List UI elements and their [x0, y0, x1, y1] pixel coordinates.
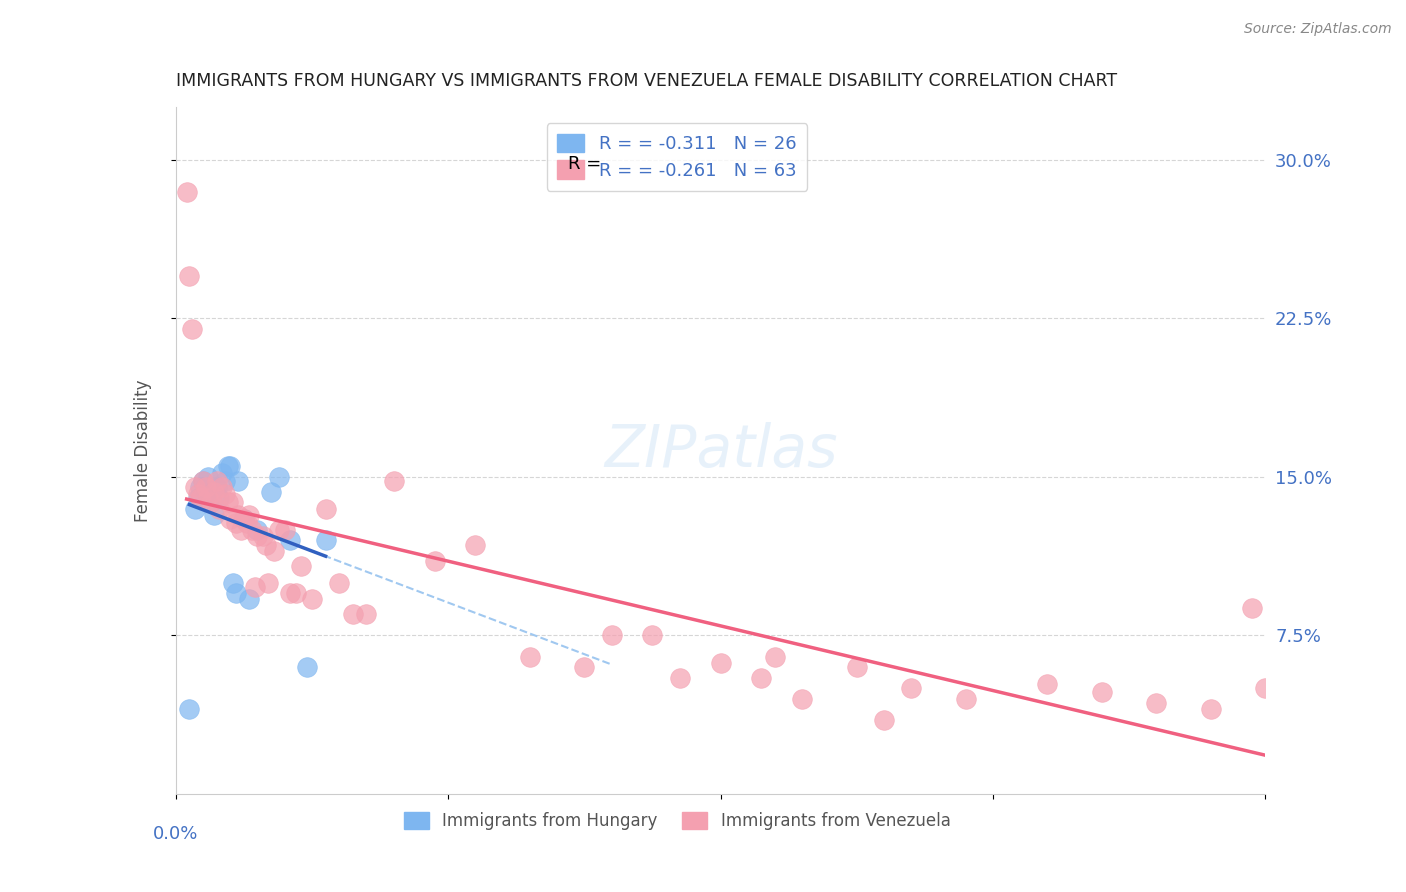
Point: [1091, 685, 1114, 699]
Point: [186, 491, 209, 505]
Point: [641, 628, 664, 642]
Point: [356, 607, 378, 622]
Point: [274, 523, 297, 537]
Point: [214, 487, 236, 501]
Point: [238, 508, 260, 522]
Point: [710, 656, 733, 670]
Point: [246, 523, 269, 537]
Legend: R = = -0.311   N = 26, R = = -0.261   N = 63: R = = -0.311 N = 26, R = = -0.261 N = 63: [547, 123, 807, 191]
Point: [600, 628, 623, 642]
Point: [342, 607, 364, 622]
Point: [464, 537, 486, 551]
Point: [1144, 696, 1167, 710]
Point: [252, 529, 274, 543]
Point: [382, 474, 405, 488]
Point: [263, 544, 285, 558]
Point: [205, 480, 228, 494]
Point: [243, 580, 266, 594]
Point: [191, 474, 214, 488]
Point: [232, 512, 254, 526]
Text: IMMIGRANTS FROM HUNGARY VS IMMIGRANTS FROM VENEZUELA FEMALE DISABILITY CORRELATI: IMMIGRANTS FROM HUNGARY VS IMMIGRANTS FR…: [176, 72, 1116, 90]
Text: R =: R =: [568, 155, 607, 173]
Point: [200, 495, 222, 509]
Point: [246, 529, 269, 543]
Point: [284, 586, 307, 600]
Point: [181, 322, 204, 336]
Point: [955, 691, 977, 706]
Point: [232, 512, 254, 526]
Point: [217, 495, 239, 509]
Y-axis label: Female Disability: Female Disability: [134, 379, 152, 522]
Point: [191, 474, 214, 488]
Point: [219, 459, 242, 474]
Point: [235, 516, 257, 531]
Point: [845, 660, 868, 674]
Point: [200, 495, 222, 509]
Point: [217, 459, 239, 474]
Point: [184, 480, 207, 494]
Point: [873, 713, 896, 727]
Point: [222, 495, 245, 509]
Point: [240, 523, 263, 537]
Point: [225, 516, 247, 531]
Point: [254, 537, 277, 551]
Point: [202, 508, 225, 522]
Point: [188, 480, 211, 494]
Point: [197, 470, 219, 484]
Text: ZIPatlas: ZIPatlas: [603, 422, 838, 479]
Point: [668, 671, 690, 685]
Point: [301, 592, 323, 607]
Point: [238, 592, 260, 607]
Point: [1254, 681, 1277, 696]
Point: [315, 501, 337, 516]
Point: [574, 660, 596, 674]
Point: [1240, 601, 1263, 615]
Point: [260, 484, 283, 499]
Point: [188, 491, 211, 505]
Point: [225, 586, 247, 600]
Point: [231, 523, 253, 537]
Point: [315, 533, 337, 548]
Point: [792, 691, 814, 706]
Point: [278, 586, 301, 600]
Point: [186, 487, 209, 501]
Point: [208, 491, 231, 505]
Point: [295, 660, 318, 674]
Point: [211, 466, 233, 480]
Point: [763, 649, 786, 664]
Point: [1199, 702, 1222, 716]
Point: [1036, 677, 1059, 691]
Point: [278, 533, 301, 548]
Text: 0.0%: 0.0%: [153, 825, 198, 843]
Point: [194, 480, 217, 494]
Point: [205, 474, 228, 488]
Point: [222, 575, 245, 590]
Point: [197, 491, 219, 505]
Point: [290, 558, 312, 573]
Point: [269, 523, 291, 537]
Point: [228, 474, 250, 488]
Point: [179, 702, 201, 716]
Point: [269, 470, 291, 484]
Text: Source: ZipAtlas.com: Source: ZipAtlas.com: [1244, 22, 1392, 37]
Point: [751, 671, 773, 685]
Point: [202, 484, 225, 499]
Point: [900, 681, 922, 696]
Point: [257, 575, 280, 590]
Point: [208, 501, 231, 516]
Point: [211, 480, 233, 494]
Point: [176, 185, 198, 199]
Point: [194, 484, 217, 499]
Point: [179, 269, 201, 284]
Point: [214, 474, 236, 488]
Point: [219, 512, 242, 526]
Point: [184, 501, 207, 516]
Point: [228, 508, 250, 522]
Point: [328, 575, 350, 590]
Point: [519, 649, 541, 664]
Point: [423, 554, 446, 568]
